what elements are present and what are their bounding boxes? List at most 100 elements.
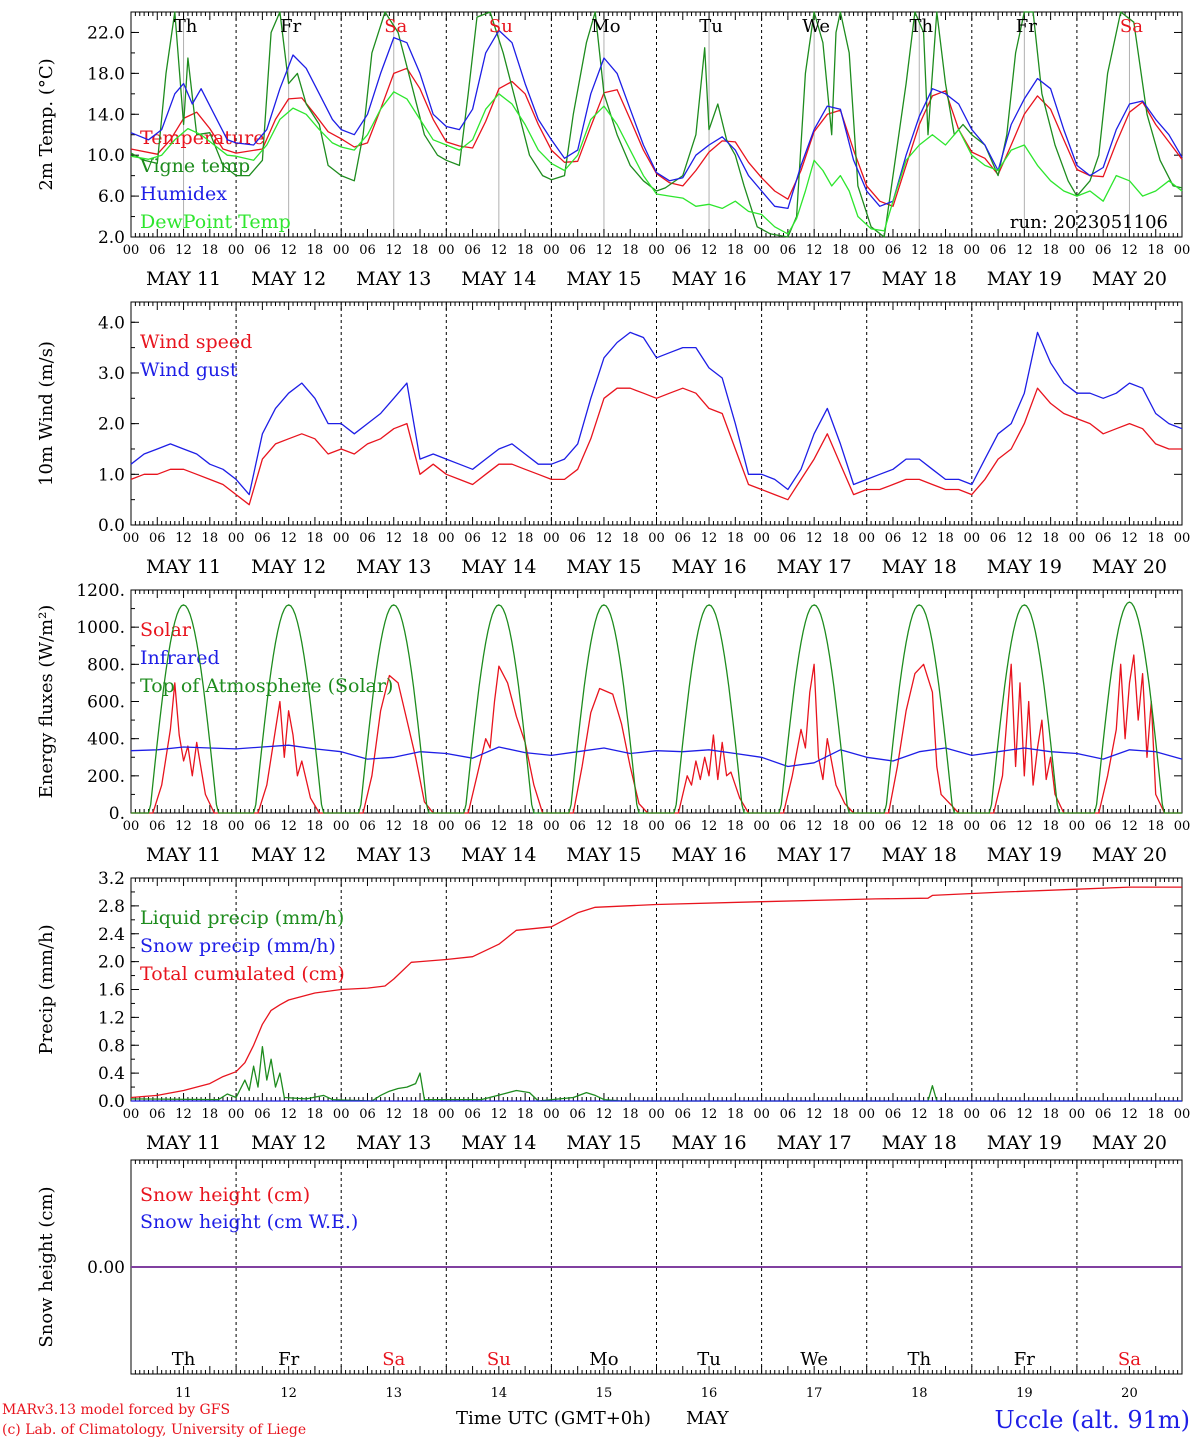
day-number-label: 17 bbox=[806, 1386, 823, 1401]
y-tick-label: 200. bbox=[87, 767, 125, 787]
y-tick-label: 400. bbox=[87, 730, 125, 750]
y-tick-label: 1200. bbox=[76, 581, 125, 601]
hour-label: 12 bbox=[806, 531, 823, 546]
credit-line-1: MARv3.13 model forced by GFS bbox=[2, 1402, 230, 1418]
hour-label: 18 bbox=[307, 243, 324, 258]
date-label: MAY 16 bbox=[671, 1132, 746, 1154]
series-line-wind-gust bbox=[130, 331, 1183, 496]
panel-1: 2.06.010.014.018.022.02m Temp. (°C) Tempe… bbox=[36, 11, 1191, 290]
day-number-label: 15 bbox=[596, 1386, 613, 1401]
hour-label: 00 bbox=[964, 243, 981, 258]
hour-label: 06 bbox=[1095, 243, 1112, 258]
hour-label: 00 bbox=[1069, 243, 1086, 258]
hour-label: 06 bbox=[780, 531, 797, 546]
date-label: MAY 14 bbox=[461, 1132, 536, 1154]
hour-label: 00 bbox=[333, 531, 350, 546]
series-line-dewpoint-temp bbox=[130, 91, 1183, 235]
hour-label: 00 bbox=[438, 243, 455, 258]
hour-label: 18 bbox=[202, 1107, 219, 1122]
series-line-solar bbox=[131, 654, 1182, 814]
day-number-label: 18 bbox=[911, 1386, 928, 1401]
date-label: MAY 19 bbox=[987, 556, 1062, 578]
legend-entry: Total cumulated (cm) bbox=[140, 963, 345, 985]
weekday-label: Fr bbox=[1016, 16, 1037, 37]
hour-label: 12 bbox=[1121, 243, 1138, 258]
hour-label: 18 bbox=[937, 531, 954, 546]
series-line-liquid-precip-mm-h bbox=[130, 1045, 1182, 1102]
station-name: Uccle (alt. 91m) bbox=[994, 1406, 1190, 1434]
panel-5: 0.00 Snow height (cm) Snow height (cm) Snow… bbox=[36, 1159, 1183, 1401]
weekday-label: Th bbox=[172, 1349, 196, 1370]
y-tick-label: 18.0 bbox=[87, 64, 125, 84]
y-tick-label: 2.8 bbox=[98, 897, 125, 917]
hour-label: 18 bbox=[412, 243, 429, 258]
date-label: MAY 12 bbox=[251, 1132, 326, 1154]
hour-label: 06 bbox=[990, 531, 1007, 546]
hour-label: 00 bbox=[1174, 1107, 1191, 1122]
hour-label: 06 bbox=[149, 819, 166, 834]
hour-label: 12 bbox=[911, 819, 928, 834]
hour-label: 18 bbox=[517, 1107, 534, 1122]
legend-entry: DewPoint Temp bbox=[140, 211, 291, 233]
hour-label: 18 bbox=[307, 1107, 324, 1122]
hour-label: 18 bbox=[727, 819, 744, 834]
legend-entry: Snow precip (mm/h) bbox=[140, 935, 336, 957]
hour-label: 12 bbox=[385, 819, 402, 834]
hour-label: 06 bbox=[675, 243, 692, 258]
y-tick-label: 0.8 bbox=[98, 1036, 125, 1056]
hour-label: 06 bbox=[990, 1107, 1007, 1122]
hour-label: 12 bbox=[806, 1107, 823, 1122]
hour-label: 00 bbox=[648, 531, 665, 546]
y-tick-label: 0.0 bbox=[98, 1092, 125, 1112]
legend-entry: Liquid precip (mm/h) bbox=[140, 907, 344, 929]
hour-label: 18 bbox=[622, 819, 639, 834]
hour-label: 00 bbox=[648, 819, 665, 834]
y-axis-label: Precip (mm/h) bbox=[36, 924, 57, 1054]
series-line-humidex bbox=[130, 29, 1183, 210]
hour-label: 06 bbox=[990, 819, 1007, 834]
hour-label: 18 bbox=[517, 819, 534, 834]
hour-label: 18 bbox=[517, 531, 534, 546]
hour-label: 06 bbox=[990, 243, 1007, 258]
hour-label: 06 bbox=[1095, 1107, 1112, 1122]
weekday-label: Mo bbox=[591, 16, 620, 37]
hour-label: 00 bbox=[228, 1107, 245, 1122]
hour-label: 12 bbox=[596, 819, 613, 834]
hour-label: 12 bbox=[175, 243, 192, 258]
hour-label: 00 bbox=[1174, 243, 1191, 258]
weekday-label: Mo bbox=[589, 1349, 618, 1370]
weekday-label: Th bbox=[909, 16, 933, 37]
hour-label: 12 bbox=[280, 531, 297, 546]
day-number-label: 13 bbox=[385, 1386, 402, 1401]
y-tick-label: 3.0 bbox=[98, 364, 125, 384]
y-tick-label: 2.0 bbox=[98, 415, 125, 435]
hour-label: 00 bbox=[438, 531, 455, 546]
hour-label: 06 bbox=[254, 243, 271, 258]
hour-label: 00 bbox=[964, 531, 981, 546]
hour-label: 12 bbox=[280, 819, 297, 834]
hour-label: 06 bbox=[675, 1107, 692, 1122]
x-axis-month: MAY bbox=[686, 1408, 730, 1429]
hour-label: 06 bbox=[464, 1107, 481, 1122]
date-label: MAY 13 bbox=[356, 844, 431, 866]
credit-line-2: (c) Lab. of Climatology, University of L… bbox=[2, 1422, 306, 1438]
hour-label: 12 bbox=[385, 243, 402, 258]
hour-label: 12 bbox=[596, 1107, 613, 1122]
hour-label: 00 bbox=[438, 819, 455, 834]
date-label: MAY 11 bbox=[146, 1132, 221, 1154]
hour-label: 18 bbox=[1147, 819, 1164, 834]
date-label: MAY 17 bbox=[777, 1132, 852, 1154]
legend-entry: Wind speed bbox=[140, 331, 252, 353]
legend-entry: Humidex bbox=[140, 183, 227, 205]
hour-label: 18 bbox=[832, 531, 849, 546]
weekday-label: Sa bbox=[382, 1349, 405, 1370]
hour-label: 18 bbox=[307, 531, 324, 546]
hour-label: 12 bbox=[280, 1107, 297, 1122]
hour-label: 12 bbox=[806, 819, 823, 834]
hour-label: 12 bbox=[911, 1107, 928, 1122]
hour-label: 06 bbox=[359, 1107, 376, 1122]
date-label: MAY 16 bbox=[671, 556, 746, 578]
legend-entry: Vigne temp bbox=[139, 155, 250, 177]
date-label: MAY 15 bbox=[566, 556, 641, 578]
